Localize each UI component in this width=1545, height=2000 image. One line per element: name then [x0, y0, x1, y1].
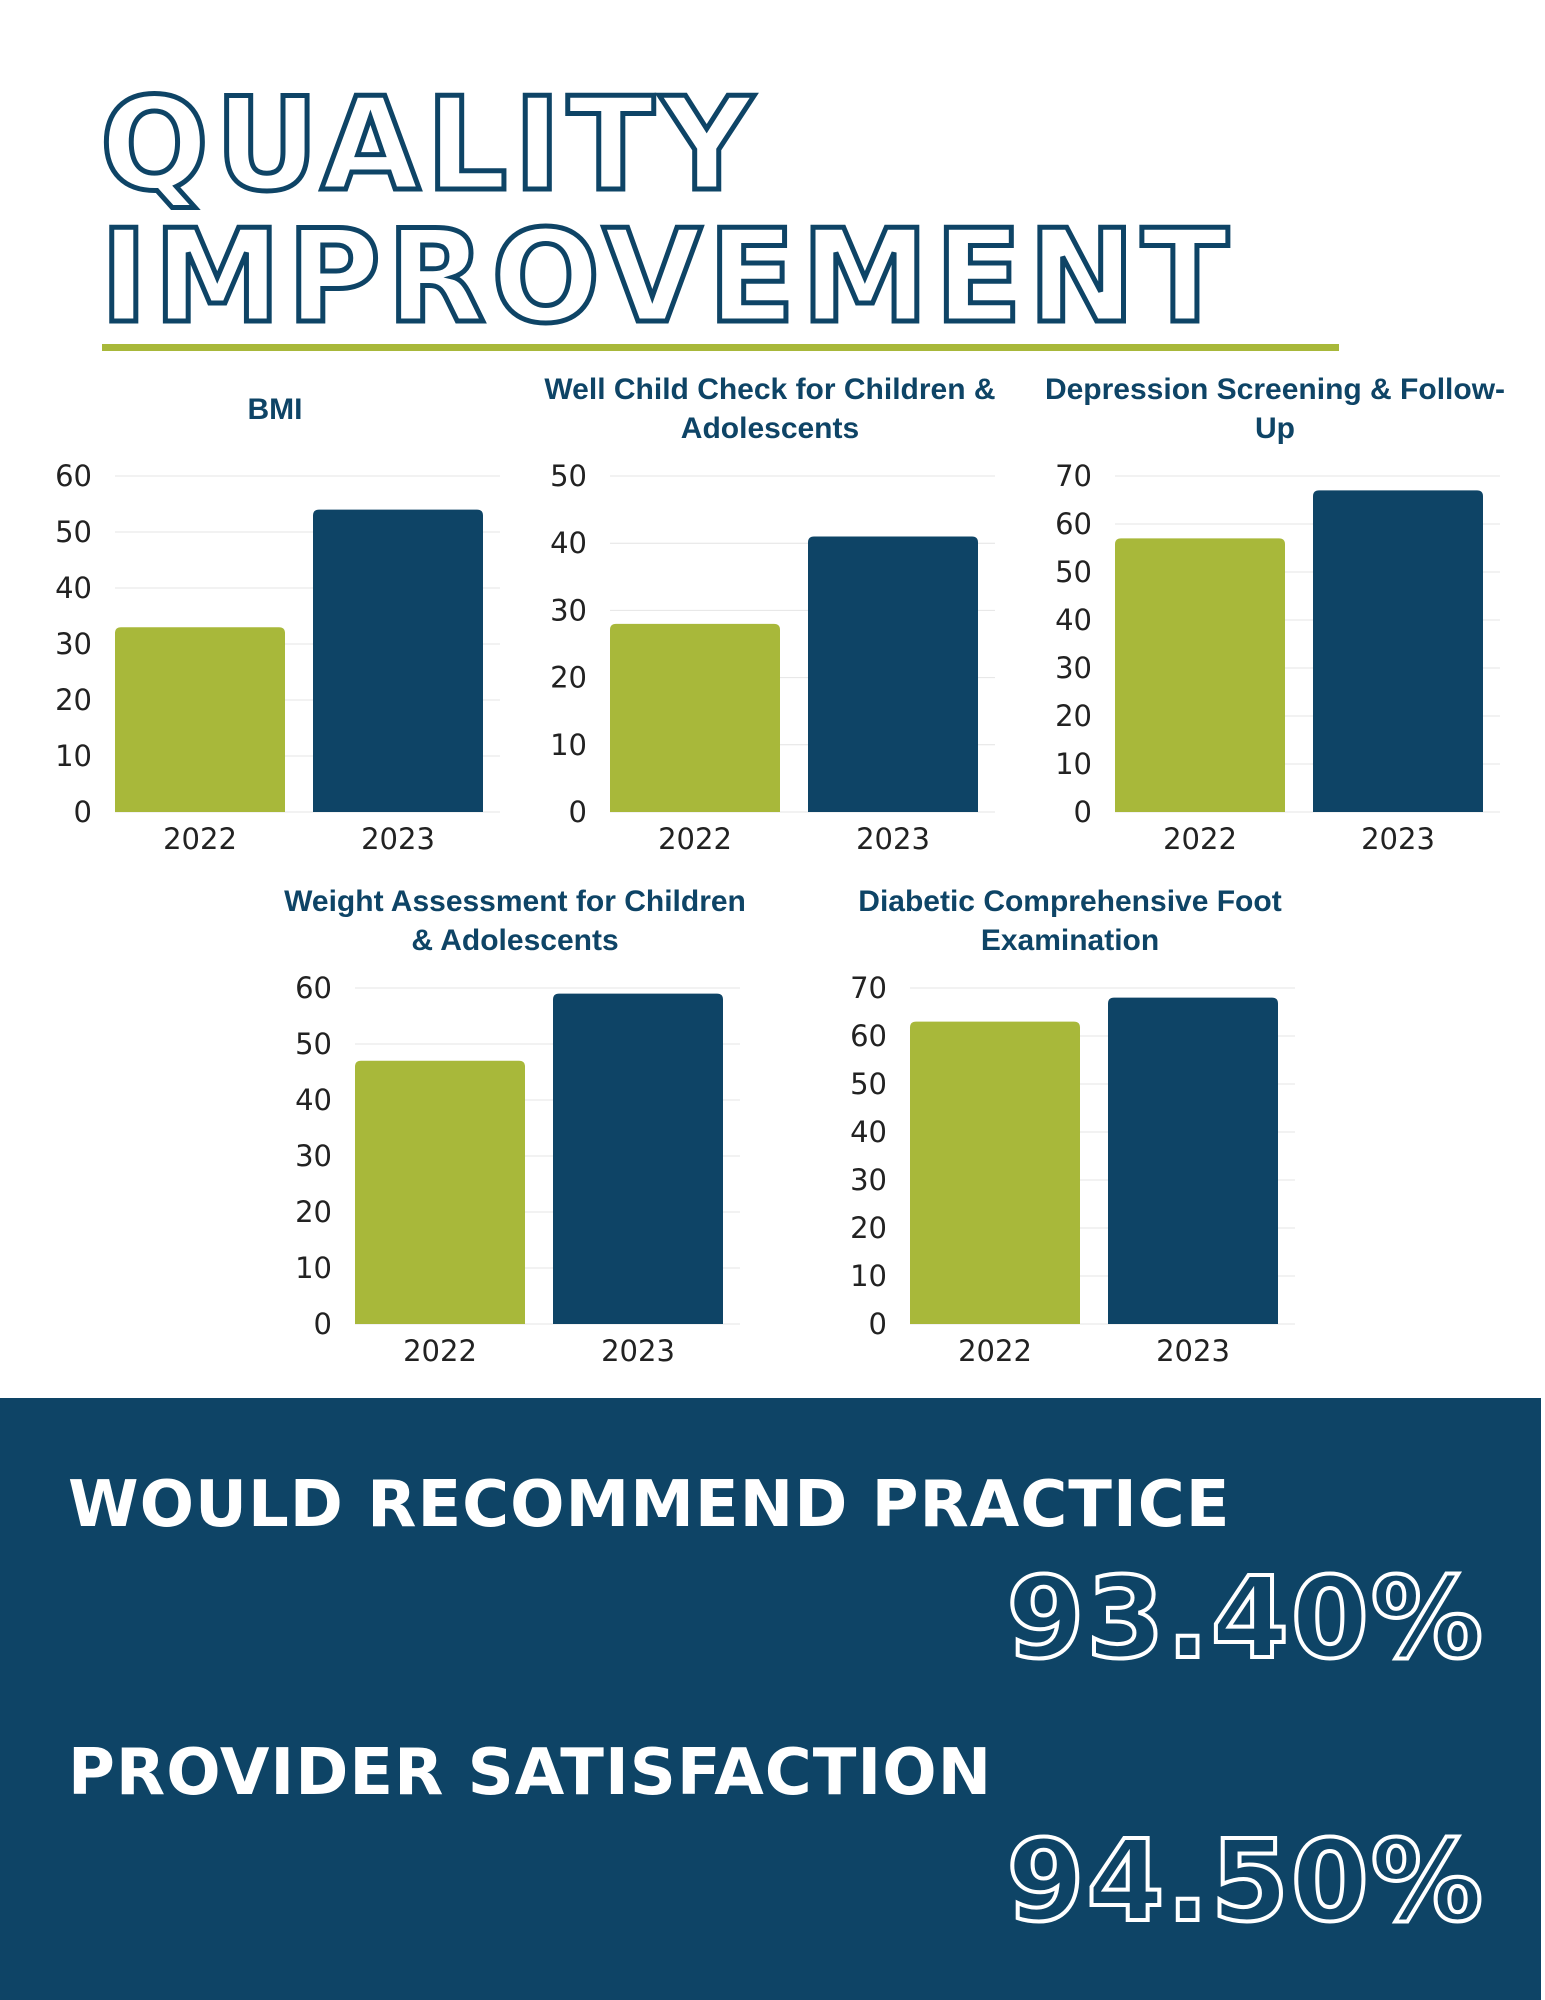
- y-tick-label: 40: [850, 1115, 887, 1149]
- y-tick-label: 30: [850, 1163, 887, 1197]
- y-tick-label: 50: [1055, 555, 1092, 589]
- y-tick-label: 0: [869, 1307, 887, 1341]
- page-title-line-2: IMPROVEMENT: [98, 203, 1235, 352]
- bar-2023: [1108, 997, 1278, 1324]
- y-tick-label: 20: [1055, 699, 1092, 733]
- x-category-label: 2022: [658, 822, 732, 856]
- chart-plot: 0 10 20 30 40 50 2022 2023: [550, 459, 995, 856]
- x-category-label: 2023: [1361, 822, 1435, 856]
- chart-title: BMI: [247, 392, 303, 426]
- y-tick-label: 30: [550, 593, 587, 627]
- x-category-label: 2023: [856, 822, 930, 856]
- y-tick-label: 20: [55, 683, 92, 717]
- bar-2022: [1115, 538, 1285, 812]
- y-tick-label: 40: [550, 526, 587, 560]
- y-tick-label: 60: [850, 1019, 887, 1053]
- y-tick-label: 60: [1055, 507, 1092, 541]
- y-tick-label: 0: [314, 1307, 332, 1341]
- chart-plot: 0 10 20 30 40 50 60 70 2022 2023: [850, 971, 1295, 1368]
- y-tick-label: 60: [55, 459, 92, 493]
- satisfaction-banner: WOULD RECOMMEND PRACTICE 93.40% PROVIDER…: [0, 1398, 1541, 2000]
- chart-bmi: BMI 0 10 20 30 40 50 60 2022 2023: [40, 368, 510, 856]
- chart-plot: 0 10 20 30 40 50 60 2022 2023: [55, 459, 500, 856]
- satisfaction-value: 94.50%: [1005, 1817, 1485, 1947]
- x-category-label: 2023: [1156, 1334, 1230, 1368]
- y-tick-label: 50: [550, 459, 587, 493]
- x-category-label: 2023: [601, 1334, 675, 1368]
- chart-plot: 0 10 20 30 40 50 60 2022 2023: [295, 971, 740, 1368]
- chart-diabetic-foot-exam: Diabetic Comprehensive Foot Examination …: [835, 880, 1305, 1368]
- bar-2023: [313, 509, 483, 812]
- chart-title: Depression Screening & Follow-Up: [1044, 373, 1506, 445]
- chart-title: Well Child Check for Children & Adolesce…: [544, 373, 996, 445]
- recommend-value: 93.40%: [1005, 1554, 1485, 1684]
- x-category-label: 2023: [361, 822, 435, 856]
- y-tick-label: 50: [55, 515, 92, 549]
- y-tick-label: 10: [1055, 747, 1092, 781]
- bar-2022: [910, 1021, 1080, 1324]
- y-tick-label: 0: [74, 795, 92, 829]
- y-tick-label: 40: [295, 1083, 332, 1117]
- bar-2023: [553, 993, 723, 1324]
- title-divider: [102, 344, 1339, 351]
- y-tick-label: 50: [295, 1027, 332, 1061]
- chart-well-child-check: Well Child Check for Children & Adolesce…: [535, 368, 1005, 856]
- y-tick-label: 20: [295, 1195, 332, 1229]
- x-category-label: 2022: [163, 822, 237, 856]
- y-tick-label: 10: [550, 728, 587, 762]
- y-tick-label: 10: [55, 739, 92, 773]
- y-tick-label: 60: [295, 971, 332, 1005]
- bar-2023: [808, 536, 978, 812]
- y-tick-label: 20: [850, 1211, 887, 1245]
- y-tick-label: 70: [1055, 459, 1092, 493]
- y-tick-label: 70: [850, 971, 887, 1005]
- page-title-line-1: QUALITY: [97, 71, 760, 220]
- chart-depression-screening: Depression Screening & Follow-Up 0 10 20 30…: [1040, 368, 1510, 856]
- y-tick-label: 40: [55, 571, 92, 605]
- y-tick-label: 30: [55, 627, 92, 661]
- chart-title: Weight Assessment for Children & Adolesc…: [284, 885, 746, 957]
- chart-plot: 0 10 20 30 40 50 60 70 2022 2023: [1055, 459, 1500, 856]
- y-tick-label: 30: [295, 1139, 332, 1173]
- satisfaction-label: PROVIDER SATISFACTION: [68, 1736, 993, 1810]
- y-tick-label: 10: [850, 1259, 887, 1293]
- y-tick-label: 10: [295, 1251, 332, 1285]
- x-category-label: 2022: [403, 1334, 477, 1368]
- x-category-label: 2022: [1163, 822, 1237, 856]
- bar-2023: [1313, 490, 1483, 812]
- y-tick-label: 0: [569, 795, 587, 829]
- y-tick-label: 20: [550, 661, 587, 695]
- y-tick-label: 0: [1074, 795, 1092, 829]
- chart-title: Diabetic Comprehensive Foot Examination: [858, 885, 1282, 957]
- chart-weight-assessment: Weight Assessment for Children & Adolesc…: [280, 880, 750, 1368]
- bar-2022: [115, 627, 285, 812]
- y-tick-label: 30: [1055, 651, 1092, 685]
- recommend-label: WOULD RECOMMEND PRACTICE: [68, 1468, 1231, 1542]
- bar-2022: [610, 623, 780, 812]
- y-tick-label: 50: [850, 1067, 887, 1101]
- x-category-label: 2022: [958, 1334, 1032, 1368]
- y-tick-label: 40: [1055, 603, 1092, 637]
- bar-2022: [355, 1060, 525, 1324]
